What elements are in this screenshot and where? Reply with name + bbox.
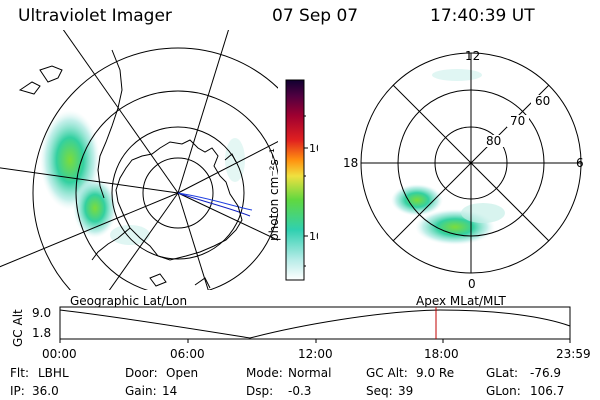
timeline-right-title: Apex MLat/MLT: [416, 294, 506, 308]
status-glat-label: GLat:: [486, 366, 519, 380]
status-door-label: Door:: [125, 366, 158, 380]
colorbar-tick-10: 10: [309, 230, 318, 243]
colorbar-label: photon cm⁻²s⁻¹: [267, 148, 281, 241]
mlt-label-12: 12: [465, 49, 480, 63]
status-mode-label: Mode:: [246, 366, 283, 380]
instrument-title: Ultraviolet Imager: [18, 6, 172, 26]
geographic-map: [0, 30, 278, 290]
status-glat-value: -76.9: [530, 366, 562, 380]
timeline-ytick-low: 1.8: [32, 326, 51, 340]
observation-time: 17:40:39 UT: [430, 6, 535, 26]
timeline-y-axis-label: GC Alt: [11, 309, 25, 347]
altitude-curve: [59, 309, 571, 339]
timeline-left-title: Geographic Lat/Lon: [70, 294, 188, 308]
status-dsp-label: Dsp:: [246, 384, 274, 398]
lat-circle-inner1: [111, 126, 245, 260]
lat-circle-outer: [32, 47, 278, 290]
colorbar-scale: [285, 79, 305, 281]
timeline-ytick-high: 9.0: [32, 306, 51, 320]
mlt-label-18: 18: [343, 156, 358, 170]
lat-circle-mid: [75, 90, 278, 290]
status-seq-label: Seq:: [366, 384, 393, 398]
timeline-xtick-2359: 23:59: [556, 347, 591, 361]
mlat-label-70: 70: [510, 114, 525, 128]
altitude-timeline: GC Alt 9.0 1.8: [11, 306, 571, 347]
status-ip-label: IP:: [10, 384, 25, 398]
status-door-value: Open: [166, 366, 199, 380]
mlat-label-60: 60: [535, 94, 550, 108]
timeline-xtick-0000: 00:00: [42, 347, 77, 361]
timeline-frame: [59, 306, 571, 340]
timeline-xtick-1800: 18:00: [424, 347, 459, 361]
mlt-label-6: 6: [576, 156, 584, 170]
south-america-coastline: [97, 49, 123, 199]
status-dsp-value: -0.3: [288, 384, 312, 398]
status-filter-label: Flt:: [10, 366, 29, 380]
antarctica-coastline: [115, 139, 243, 261]
mlt-label-0: 0: [468, 277, 476, 290]
colorbar-tick-100: 100: [309, 142, 318, 155]
status-glon-value: 106.7: [530, 384, 565, 398]
intensity-colorbar: 100 10 photon cm⁻²s⁻¹: [267, 79, 318, 281]
lat-circle-inner2: [142, 157, 214, 229]
aurora-emission-mlt: [391, 69, 505, 245]
status-gcalt-label: GC Alt:: [366, 366, 408, 380]
status-filter-value: LBHL: [38, 366, 69, 380]
timeline-xtick-0600: 06:00: [170, 347, 205, 361]
status-seq-value: 39: [398, 384, 414, 398]
mlat-label-80: 80: [486, 134, 501, 148]
observation-date: 07 Sep 07: [272, 6, 359, 26]
status-mode-value: Normal: [288, 366, 332, 380]
timeline-xtick-1200: 12:00: [298, 347, 333, 361]
status-glon-label: GLon:: [486, 384, 521, 398]
status-gcalt-value: 9.0 Re: [416, 366, 455, 380]
status-gain-label: Gain:: [125, 384, 157, 398]
polar-mlt-plot: 12 18 6 0 60 70 80: [343, 49, 584, 290]
status-ip-value: 36.0: [32, 384, 59, 398]
status-gain-value: 14: [162, 384, 178, 398]
